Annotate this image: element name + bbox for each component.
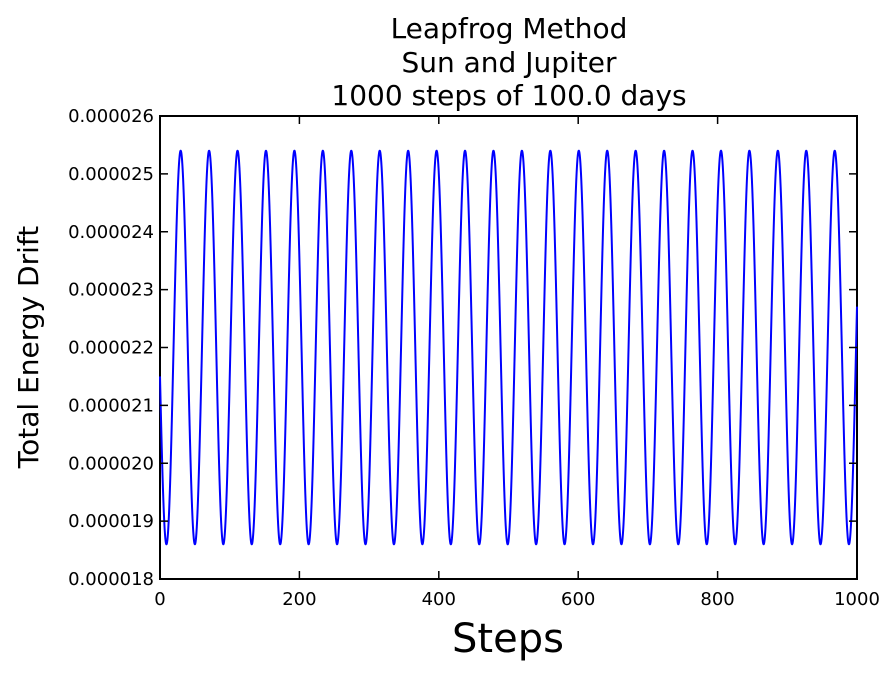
- x-axis-label: Steps: [452, 616, 564, 662]
- y-axis-label: Total Energy Drift: [12, 226, 45, 469]
- y-tick-label: 0.000025: [68, 164, 154, 185]
- x-tick-label: 1000: [834, 589, 880, 610]
- y-axis-ticks: 0.000018 0.000019 0.000020 0.000021 0.000022…: [68, 106, 857, 590]
- chart-title: Leapfrog Method Sun and Jupiter 1000 ste…: [331, 12, 686, 112]
- series-line-energy-drift: [159, 149, 858, 546]
- x-axis-ticks: 0 200 400 600 800 1000: [154, 116, 880, 610]
- y-tick-label: 0.000023: [68, 280, 154, 301]
- y-tick-label: 0.000019: [68, 511, 154, 532]
- y-tick-label: 0.000018: [68, 569, 154, 590]
- x-tick-label: 400: [422, 589, 456, 610]
- y-tick-label: 0.000020: [68, 453, 154, 474]
- y-tick-label: 0.000026: [68, 106, 154, 127]
- chart-title-line-3: 1000 steps of 100.0 days: [331, 79, 686, 112]
- y-tick-label: 0.000022: [68, 338, 154, 359]
- y-tick-label: 0.000024: [68, 222, 154, 243]
- chart-title-line-2: Sun and Jupiter: [401, 46, 617, 79]
- plot-area: [159, 115, 858, 580]
- y-tick-label: 0.000021: [68, 395, 154, 416]
- x-tick-label: 200: [282, 589, 316, 610]
- x-tick-label: 600: [561, 589, 595, 610]
- x-tick-label: 800: [700, 589, 734, 610]
- chart-title-line-1: Leapfrog Method: [391, 12, 628, 45]
- x-tick-label: 0: [154, 589, 165, 610]
